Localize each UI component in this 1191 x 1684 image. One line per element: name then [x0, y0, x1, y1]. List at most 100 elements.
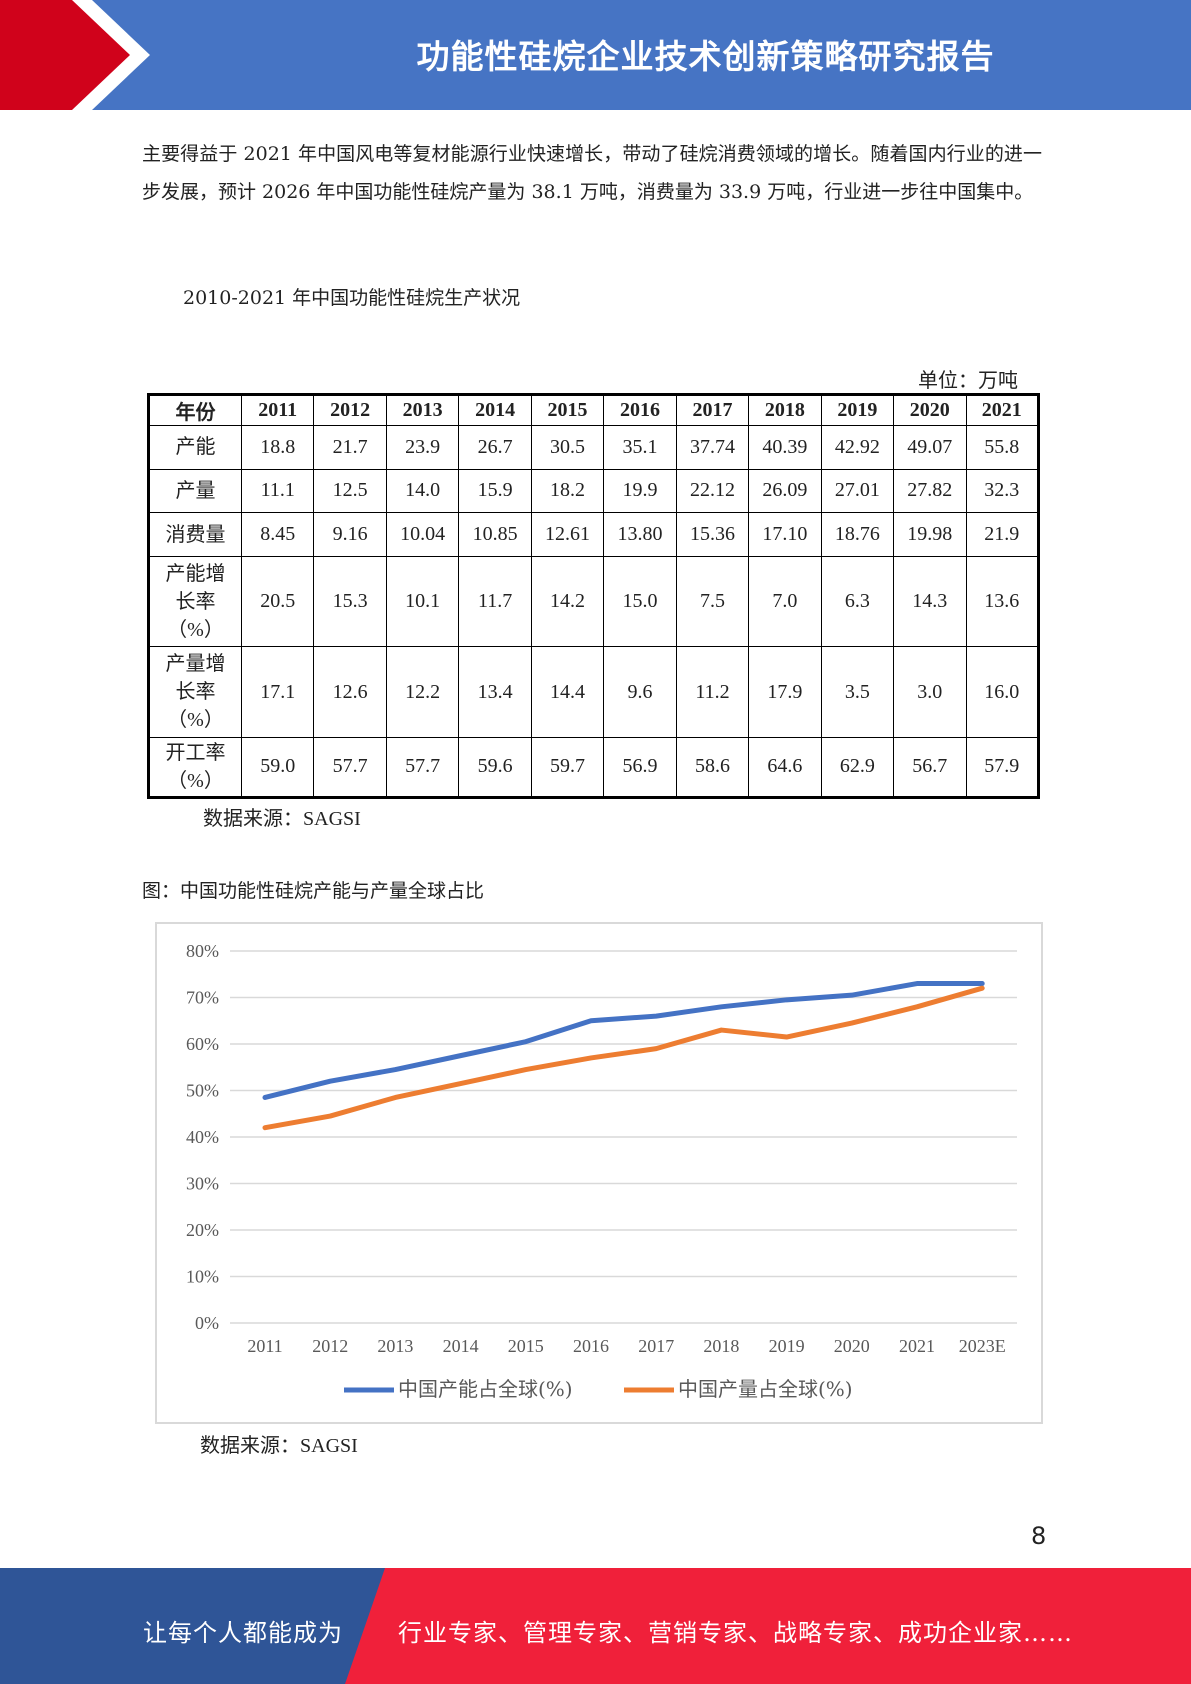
table-row: 产量增 长率 （%） 17.1 12.6 12.2 13.4 14.4 9.6 11.2 17.9 3…	[148, 646, 1040, 738]
table-row-label: 产能增 长率 （%）	[148, 555, 242, 648]
table-cell: 49.07	[893, 425, 967, 470]
table-header-year: 2018	[748, 394, 822, 426]
intro-paragraph: 主要得益于 2021 年中国风电等复材能源行业快速增长，带动了硅烷消费领域的增长…	[142, 143, 1042, 203]
page-footer: 让每个人都能成为 行业专家、管理专家、营销专家、战略专家、成功企业家……	[0, 1568, 1191, 1684]
x-tick-label: 2012	[312, 1336, 348, 1356]
table-cell: 12.6	[313, 646, 387, 738]
table-cell: 19.98	[893, 512, 967, 557]
table-caption: 2010-2021 年中国功能性硅烷生产状况	[183, 287, 521, 309]
y-tick-label: 70%	[186, 988, 219, 1008]
table-cell: 14.4	[530, 646, 605, 738]
x-tick-label: 2020	[834, 1336, 870, 1356]
table-header-year-label: 年份	[148, 394, 242, 426]
table-cell: 57.7	[313, 736, 387, 799]
y-tick-label: 20%	[186, 1220, 219, 1240]
x-tick-label: 2013	[377, 1336, 413, 1356]
table-cell: 3.0	[893, 646, 967, 738]
table-cell: 9.16	[313, 512, 387, 557]
table-header-year: 2015	[530, 394, 605, 426]
table-cell: 17.9	[748, 646, 822, 738]
table-cell: 15.9	[458, 468, 532, 514]
table-cell: 15.36	[675, 512, 750, 557]
table-cell: 62.9	[820, 736, 895, 799]
y-tick-label: 0%	[195, 1313, 219, 1333]
table-cell: 57.9	[965, 736, 1040, 799]
table-header-year: 2017	[675, 394, 750, 426]
table-cell: 16.0	[965, 646, 1040, 738]
table-cell: 11.2	[675, 646, 750, 738]
table-cell: 59.6	[458, 736, 532, 799]
series-line	[262, 985, 985, 1131]
table-header-year: 2011	[240, 394, 315, 426]
table-cell: 17.10	[748, 512, 822, 557]
table-header-year: 2016	[603, 394, 677, 426]
x-tick-label: 2019	[769, 1336, 805, 1356]
table-row-label: 产量	[148, 468, 242, 514]
table-cell: 59.7	[530, 736, 605, 799]
table-cell: 64.6	[748, 736, 822, 799]
header-arrow-decoration	[0, 0, 150, 110]
table-header-year: 2013	[385, 394, 460, 426]
table-cell: 26.7	[458, 425, 532, 470]
chart-frame: 0% 10% 20% 30% 40% 50% 60% 70% 80% 2011 2012 2013 20…	[155, 922, 1043, 1424]
series-line	[262, 981, 985, 1100]
table-cell: 8.45	[240, 512, 315, 557]
table-cell: 30.5	[530, 425, 605, 470]
table-row: 产能 18.8 21.7 23.9 26.7 30.5 35.1 37.74 40.39 42.9…	[148, 425, 1040, 470]
table-cell: 12.61	[530, 512, 605, 557]
table-cell: 32.3	[965, 468, 1040, 514]
x-tick-label: 2016	[573, 1336, 609, 1356]
footer-expert-list: 行业专家、管理专家、营销专家、战略专家、成功企业家……	[398, 1619, 1073, 1647]
table-cell: 13.4	[458, 646, 532, 738]
table-cell: 27.01	[820, 468, 895, 514]
x-tick-label: 2014	[443, 1336, 479, 1356]
table-header-year: 2021	[965, 394, 1040, 426]
table-cell: 18.2	[530, 468, 605, 514]
table-cell: 23.9	[385, 425, 460, 470]
table-cell: 42.92	[820, 425, 895, 470]
y-tick-label: 30%	[186, 1174, 219, 1194]
x-tick-label: 2017	[638, 1336, 674, 1356]
table-cell: 55.8	[965, 425, 1040, 470]
table-cell: 21.7	[313, 425, 387, 470]
table-cell: 40.39	[748, 425, 822, 470]
production-table: 年份 2011 2012 2013 2014 2015 2016 2017 2018 2019 20…	[147, 393, 1040, 799]
table-row-label: 产能	[148, 425, 242, 470]
table-cell: 11.1	[240, 468, 315, 514]
footer-background	[0, 1568, 1191, 1684]
table-cell: 56.7	[893, 736, 967, 799]
table-cell: 17.1	[240, 646, 315, 738]
table-cell: 59.0	[240, 736, 315, 799]
y-tick-label: 40%	[186, 1127, 219, 1147]
table-cell: 58.6	[675, 736, 750, 799]
table-row-label: 开工率 （%）	[148, 736, 242, 799]
table-cell: 9.6	[603, 646, 677, 738]
share-line-chart: 0% 10% 20% 30% 40% 50% 60% 70% 80% 2011 2012 2013 20…	[186, 941, 1017, 1401]
table-header-year: 2020	[893, 394, 967, 426]
table-cell: 26.09	[748, 468, 822, 514]
table-cell: 20.5	[240, 555, 315, 648]
table-cell: 14.2	[530, 555, 605, 648]
y-tick-label: 50%	[186, 1081, 219, 1101]
table-row-label: 产量增 长率 （%）	[148, 646, 242, 738]
y-tick-label: 80%	[186, 941, 219, 961]
chart-source: 数据来源：SAGSI	[200, 1435, 358, 1457]
table-cell: 57.7	[385, 736, 460, 799]
table-cell: 14.0	[385, 468, 460, 514]
table-cell: 7.5	[675, 555, 750, 648]
table-cell: 56.9	[603, 736, 677, 799]
table-cell: 21.9	[965, 512, 1040, 557]
table-cell: 13.6	[965, 555, 1040, 648]
table-row: 产能增 长率 （%） 20.5 15.3 10.1 11.7 14.2 15.0 7.5 7.0 6.…	[148, 555, 1040, 648]
table-cell: 10.1	[385, 555, 460, 648]
table-cell: 14.3	[893, 555, 967, 648]
table-row: 产量 11.1 12.5 14.0 15.9 18.2 19.9 22.12 26.09 27.0…	[148, 468, 1040, 514]
table-cell: 15.0	[603, 555, 677, 648]
y-tick-label: 10%	[186, 1267, 219, 1287]
report-title: 功能性硅烷企业技术创新策略研究报告	[416, 37, 995, 76]
table-cell: 12.5	[313, 468, 387, 514]
table-row-label: 消费量	[148, 512, 242, 557]
x-tick-label: 2021	[899, 1336, 935, 1356]
table-cell: 35.1	[603, 425, 677, 470]
table-cell: 19.9	[603, 468, 677, 514]
